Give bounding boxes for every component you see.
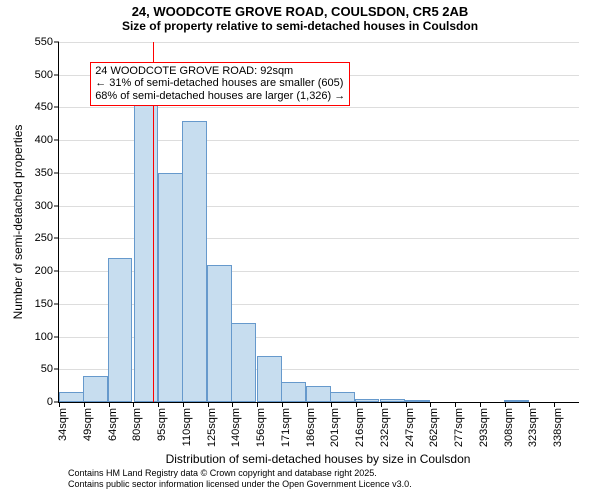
xtick-mark [133,402,134,407]
xtick-mark [257,402,258,407]
xtick-mark [109,402,110,407]
xtick-mark [455,402,456,407]
plot-area: 05010015020025030035040045050055034sqm49… [58,42,579,403]
xtick-mark [529,402,530,407]
x-axis-title: Distribution of semi-detached houses by … [166,452,471,466]
xtick-label: 125sqm [206,408,218,447]
xtick-label: 201sqm [329,408,341,447]
xtick-mark [307,402,308,407]
ytick-label: 350 [35,167,59,179]
histogram-bar [504,400,529,402]
histogram-bar [330,392,355,402]
ytick-label: 100 [35,331,59,343]
histogram-bar [158,173,183,402]
ytick-label: 450 [35,101,59,113]
histogram-bar [405,400,430,402]
xtick-label: 34sqm [57,408,69,441]
xtick-label: 293sqm [478,408,490,447]
xtick-label: 140sqm [230,408,242,447]
xtick-label: 80sqm [131,408,143,441]
xtick-mark [554,402,555,407]
xtick-label: 277sqm [453,408,465,447]
xtick-mark [480,402,481,407]
xtick-label: 186sqm [305,408,317,447]
histogram-bar [380,399,405,402]
histogram-bar [83,376,108,402]
xtick-mark [232,402,233,407]
ytick-label: 400 [35,134,59,146]
xtick-label: 308sqm [503,408,515,447]
xtick-label: 247sqm [404,408,416,447]
xtick-mark [59,402,60,407]
histogram-bar [257,356,282,402]
y-axis-title: Number of semi-detached properties [11,125,25,320]
ytick-label: 500 [35,69,59,81]
xtick-label: 95sqm [156,408,168,441]
xtick-mark [208,402,209,407]
xtick-label: 49sqm [82,408,94,441]
xtick-label: 323sqm [527,408,539,447]
annotation-box: 24 WOODCOTE GROVE ROAD: 92sqm← 31% of se… [90,62,350,106]
chart-subtitle: Size of property relative to semi-detach… [0,19,600,33]
xtick-label: 262sqm [428,408,440,447]
histogram-bar [355,399,380,402]
xtick-mark [356,402,357,407]
ytick-label: 150 [35,298,59,310]
xtick-mark [381,402,382,407]
xtick-label: 216sqm [354,408,366,447]
attribution-line: Contains public sector information licen… [68,479,412,490]
histogram-bar [108,258,133,402]
xtick-mark [282,402,283,407]
histogram-bar [281,382,306,402]
xtick-label: 110sqm [181,408,193,446]
attribution-line: Contains HM Land Registry data © Crown c… [68,468,412,479]
chart-container: 24, WOODCOTE GROVE ROAD, COULSDON, CR5 2… [0,0,600,500]
annotation-line: 24 WOODCOTE GROVE ROAD: 92sqm [95,65,345,78]
histogram-bar [207,265,232,402]
xtick-label: 232sqm [379,408,391,447]
xtick-mark [406,402,407,407]
xtick-label: 338sqm [552,408,564,447]
annotation-line: ← 31% of semi-detached houses are smalle… [95,77,345,90]
xtick-mark [183,402,184,407]
histogram-bar [231,323,256,402]
annotation-line: 68% of semi-detached houses are larger (… [95,90,345,103]
histogram-bar [182,121,207,402]
ytick-label: 200 [35,265,59,277]
xtick-label: 156sqm [255,408,267,447]
xtick-mark [331,402,332,407]
histogram-bar [59,392,84,402]
histogram-bar [134,104,159,402]
xtick-label: 64sqm [107,408,119,441]
title-block: 24, WOODCOTE GROVE ROAD, COULSDON, CR5 2… [0,0,600,33]
attribution-text: Contains HM Land Registry data © Crown c… [68,468,412,490]
ytick-label: 300 [35,200,59,212]
xtick-label: 171sqm [280,408,292,447]
xtick-mark [430,402,431,407]
ytick-label: 0 [47,396,59,408]
ytick-label: 550 [35,36,59,48]
xtick-mark [505,402,506,407]
histogram-bar [306,386,331,402]
xtick-mark [84,402,85,407]
gridline [59,42,579,43]
xtick-mark [158,402,159,407]
ytick-label: 250 [35,232,59,244]
chart-title: 24, WOODCOTE GROVE ROAD, COULSDON, CR5 2… [0,4,600,19]
ytick-label: 50 [41,363,59,375]
